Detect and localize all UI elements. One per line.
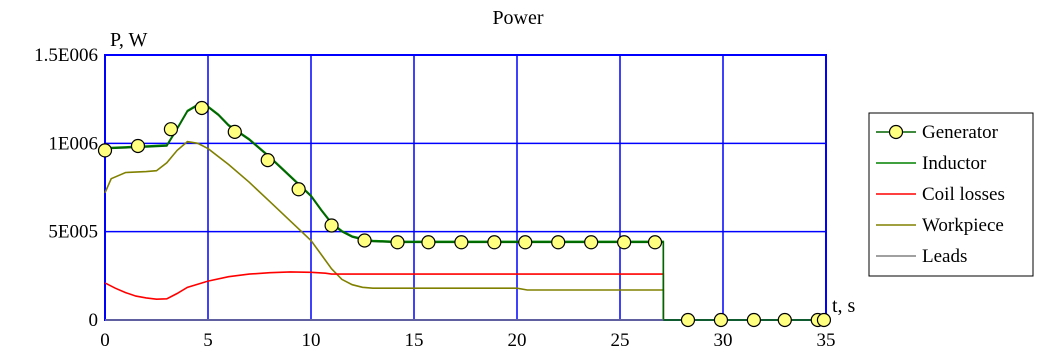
legend-label-leads: Leads <box>922 246 967 267</box>
y-axis-label: P, W <box>110 29 148 51</box>
x-tick-label: 25 <box>611 330 630 351</box>
legend-label-coil-losses: Coil losses <box>922 184 1005 205</box>
generator-markers <box>97 100 832 328</box>
legend-label-inductor: Inductor <box>922 153 987 174</box>
generator-marker <box>227 124 242 139</box>
series-lines <box>104 103 826 321</box>
generator-marker <box>617 235 632 250</box>
grid-lines <box>105 55 826 320</box>
x-tick-label: 10 <box>302 330 321 351</box>
x-tick-label: 0 <box>100 330 110 351</box>
legend-label-generator: Generator <box>922 122 999 143</box>
generator-marker <box>816 312 832 328</box>
legend-label-workpiece: Workpiece <box>922 215 1004 236</box>
generator-marker <box>97 143 113 158</box>
generator-marker <box>194 100 209 116</box>
generator-marker <box>324 218 339 233</box>
generator-marker <box>357 233 372 248</box>
y-tick-label: 1.5E006 <box>34 45 98 66</box>
y-tick-label: 1E006 <box>48 133 98 154</box>
generator-marker <box>260 153 275 168</box>
x-tick-label: 30 <box>714 330 733 351</box>
generator-marker <box>291 182 306 197</box>
legend-marker-generator <box>888 124 904 140</box>
generator-marker <box>390 235 405 250</box>
x-tick-label: 15 <box>405 330 424 351</box>
generator-marker <box>746 312 762 328</box>
generator-marker <box>584 235 599 250</box>
generator-marker <box>454 235 469 250</box>
generator-marker <box>680 312 696 328</box>
y-tick-label: 5E005 <box>48 222 98 243</box>
x-tick-labels: 0 5 10 15 20 25 30 35 <box>100 330 835 351</box>
series-line-workpiece <box>104 140 665 320</box>
generator-marker <box>487 235 502 250</box>
generator-marker <box>421 235 436 250</box>
y-tick-label: 0 <box>89 310 99 331</box>
chart-title: Power <box>492 7 543 29</box>
generator-marker <box>713 312 729 328</box>
x-tick-label: 35 <box>817 330 836 351</box>
x-axis-label: t, s <box>832 295 856 317</box>
x-tick-label: 20 <box>508 330 527 351</box>
y-tick-labels: 0 5E005 1E006 1.5E006 <box>34 45 98 331</box>
generator-marker <box>163 122 179 137</box>
legend: Generator Inductor Coil losses Workpiece Lea… <box>868 112 1034 277</box>
generator-marker <box>130 138 146 154</box>
generator-marker <box>777 312 792 328</box>
generator-marker <box>647 235 663 250</box>
series-line-coil-losses <box>104 271 665 320</box>
generator-marker <box>518 235 533 250</box>
generator-marker <box>551 235 566 250</box>
x-tick-label: 5 <box>203 330 213 351</box>
